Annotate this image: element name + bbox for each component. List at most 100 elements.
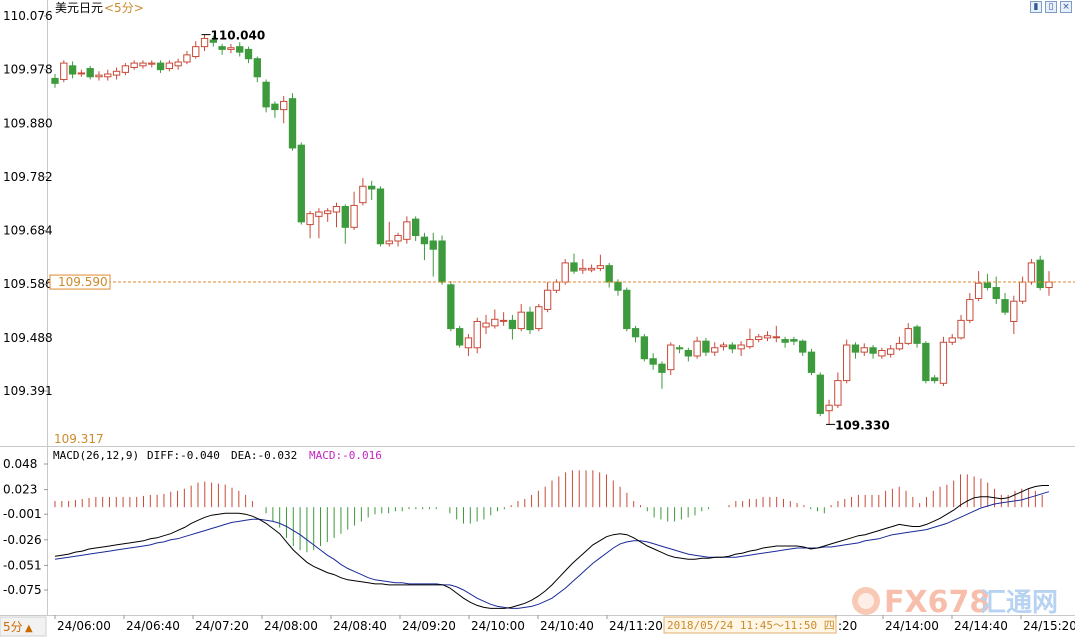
candle: [631, 325, 640, 343]
candle: [843, 339, 851, 384]
candle: [165, 60, 174, 72]
time-tick-label: 24/11:20: [609, 619, 663, 633]
candle: [825, 399, 833, 425]
macd-tick-label: -0.075: [3, 583, 42, 597]
price-tick-label: 109.880: [3, 116, 53, 130]
candle: [517, 303, 525, 332]
close-icon[interactable]: ×: [1060, 1, 1072, 13]
candle: [385, 221, 393, 247]
candle: [702, 337, 710, 356]
candle: [658, 361, 666, 389]
time-tick-label: 24/06:00: [57, 619, 111, 633]
candle: [368, 180, 376, 200]
period-arrow-icon[interactable]: ▲: [25, 623, 33, 634]
candle: [526, 306, 534, 335]
period-button[interactable]: 5分: [3, 620, 23, 634]
candle: [482, 314, 490, 335]
dea-line: [54, 491, 1050, 609]
candle: [77, 69, 86, 77]
candle: [719, 342, 728, 351]
time-tick-label: 24/14:40: [954, 619, 1008, 633]
candle: [306, 210, 314, 239]
candle: [535, 303, 543, 332]
time-tick-label: 24/07:20: [195, 619, 249, 633]
candle: [499, 312, 508, 326]
candle: [394, 232, 402, 247]
macd-tick-label: -0.026: [3, 533, 42, 547]
candle: [667, 342, 675, 376]
candle: [587, 264, 596, 273]
high-annotation: 110.040: [211, 29, 266, 43]
macd-histogram: [54, 470, 1043, 553]
time-tick-label: 24/08:00: [264, 619, 318, 633]
time-tick-label: :20: [838, 619, 857, 633]
candle: [332, 202, 341, 228]
candle: [68, 61, 77, 79]
candle: [605, 262, 613, 288]
period-button-frame[interactable]: [0, 616, 47, 637]
macd-dea: DEA:-0.032: [231, 449, 297, 462]
time-axis: 24/06:00 24/06:40 24/07:20 24/08:00 24/08:40…: [54, 615, 1075, 633]
candle: [649, 353, 657, 370]
candle: [570, 253, 578, 274]
candle: [350, 191, 358, 231]
candle: [297, 142, 305, 225]
candle: [192, 41, 200, 59]
candle: [174, 58, 182, 70]
current-price-label: 109.590: [58, 275, 108, 289]
chart-title-period[interactable]: <5分>: [104, 1, 144, 15]
candle: [491, 309, 499, 329]
price-tick-label: 109.391: [3, 384, 53, 398]
candle: [271, 101, 279, 118]
price-tick-label: 109.586: [3, 277, 53, 291]
macd-params: MACD(26,12,9): [53, 449, 139, 462]
watermark-text-cn: 汇通网: [980, 588, 1058, 618]
candle: [209, 35, 218, 47]
candle-chart-icon[interactable]: ▯: [1045, 1, 1057, 13]
candle: [1010, 295, 1018, 335]
bar-chart-icon[interactable]: ▮: [1030, 1, 1042, 13]
candle: [755, 334, 763, 343]
candle: [139, 60, 147, 69]
hover-time-box: [663, 616, 837, 634]
candle: [579, 259, 587, 274]
candle: [148, 60, 156, 68]
candle: [508, 314, 517, 340]
time-tick-label: 24/15:20: [1023, 619, 1075, 633]
candle: [614, 279, 622, 296]
price-tick-label: 110.076: [3, 9, 53, 23]
candle: [447, 280, 455, 332]
candle: [1018, 276, 1027, 304]
candle: [324, 208, 332, 222]
candle: [438, 235, 446, 285]
candle: [737, 341, 745, 356]
candlestick-series: [51, 34, 1053, 425]
candle: [280, 95, 288, 124]
candle: [403, 216, 411, 244]
candle: [95, 71, 103, 81]
candle: [746, 328, 754, 349]
candle: [411, 216, 420, 241]
candle: [543, 282, 552, 313]
candle: [948, 334, 956, 346]
macd-tick-label: 0.048: [3, 457, 37, 471]
candle: [596, 254, 605, 272]
candle: [253, 56, 261, 83]
low-annotation: 109.330: [835, 418, 890, 432]
candle: [561, 259, 569, 285]
candle: [156, 60, 165, 73]
candle: [473, 317, 481, 354]
candle: [895, 336, 904, 351]
candle: [429, 232, 437, 277]
candle: [763, 331, 772, 342]
candle: [218, 43, 226, 55]
candle: [1045, 271, 1053, 296]
candle: [464, 334, 473, 356]
time-tick-label: 24/10:00: [471, 619, 525, 633]
candle: [869, 345, 877, 359]
chart-title-symbol: 美元日元: [55, 1, 103, 15]
candle: [112, 67, 121, 80]
candle: [455, 325, 464, 348]
watermark-text: FX678: [884, 585, 990, 620]
